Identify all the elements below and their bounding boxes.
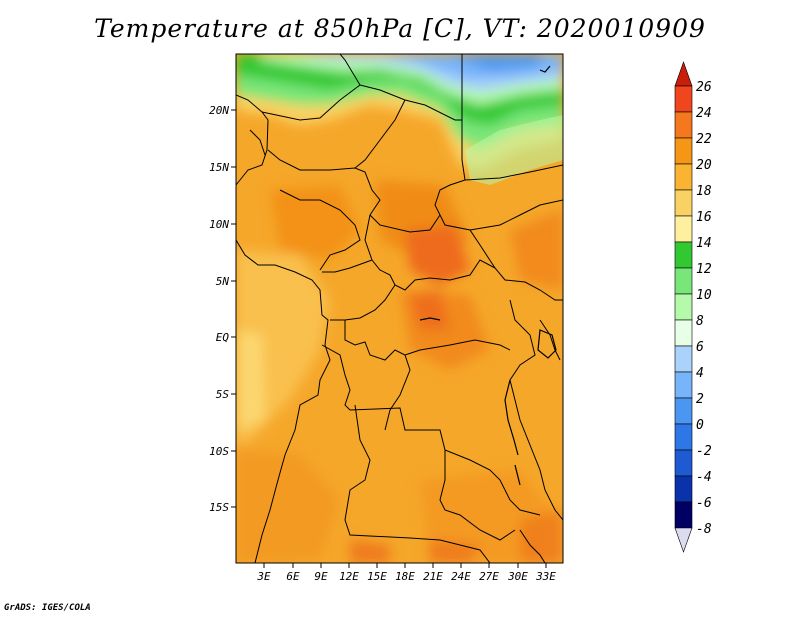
y-tick-label: 5S	[216, 388, 230, 401]
colorbar-label: 18	[696, 184, 712, 199]
colorbar-swatch	[674, 267, 693, 295]
x-tick-label: 24E	[451, 570, 471, 583]
colorbar-label: -2	[696, 444, 712, 459]
colorbar-swatch	[674, 293, 693, 321]
borders	[236, 54, 563, 563]
colorbar-label: 8	[696, 314, 704, 329]
colorbar-label: 12	[696, 262, 712, 277]
colorbar-label: 0	[696, 418, 704, 433]
colorbar-swatch	[674, 215, 693, 243]
y-axis: 20N 15N 10N 5N EQ 5S 10S 15S	[209, 104, 236, 514]
colorbar-swatch	[674, 241, 693, 269]
lakes	[419, 65, 557, 486]
y-tick-label: 15S	[209, 501, 229, 514]
credit-label: GrADS: IGES/COLA	[4, 603, 91, 613]
y-tick-label: 20N	[209, 104, 229, 117]
y-tick-label: 10S	[209, 445, 229, 458]
colorbar-swatch	[674, 189, 693, 217]
colorbar-swatch	[674, 111, 693, 139]
colorbar-swatch	[674, 319, 693, 347]
colorbar-label: 20	[696, 158, 712, 173]
x-tick-label: 6E	[286, 570, 300, 583]
colorbar-label: 6	[696, 340, 704, 355]
y-tick-label: 10N	[209, 218, 229, 231]
chart-title: Temperature at 850hPa [C], VT: 202001090…	[94, 14, 706, 43]
colorbar-label: 2	[696, 392, 704, 407]
colorbar-label: 26	[696, 80, 712, 95]
x-tick-label: 30E	[507, 570, 528, 583]
colorbar-label: 4	[696, 366, 704, 381]
x-tick-label: 3E	[256, 570, 271, 583]
colorbar-swatch	[674, 423, 693, 451]
colorbar-swatch	[674, 137, 693, 165]
colorbar-label: -6	[696, 496, 712, 511]
x-tick-label: 27E	[479, 570, 499, 583]
colorbar-swatch	[674, 345, 693, 373]
x-tick-label: 21E	[423, 570, 443, 583]
colorbar-swatch	[674, 501, 693, 529]
colorbar-swatch	[674, 397, 693, 425]
colorbar-swatch	[674, 163, 693, 191]
colorbar-swatch	[674, 449, 693, 477]
colorbar-swatch	[674, 371, 693, 399]
colorbar-label: 16	[696, 210, 712, 225]
colorbar-label: 24	[696, 106, 712, 121]
colorbar-label: 22	[696, 132, 712, 147]
x-tick-label: 18E	[395, 570, 415, 583]
y-tick-label: EQ	[216, 331, 230, 344]
x-tick-label: 15E	[367, 570, 387, 583]
map-frame	[235, 53, 564, 564]
y-tick-label: 5N	[216, 275, 230, 288]
x-tick-label: 33E	[535, 570, 556, 583]
colorbar-bottom-arrow	[674, 527, 693, 553]
x-axis: 3E 6E 9E 12E 15E 18E 21E 24E 27E 30E 33E	[256, 563, 556, 583]
colorbar-label: -4	[696, 470, 712, 485]
colorbar-label: 10	[696, 288, 712, 303]
colorbar-label: -8	[696, 522, 712, 537]
colorbar-top-arrow	[674, 61, 693, 87]
colorbar-swatch	[674, 85, 693, 113]
y-tick-label: 15N	[209, 161, 229, 174]
colorbar-swatch	[674, 475, 693, 503]
x-tick-label: 12E	[339, 570, 359, 583]
colorbar-label: 14	[696, 236, 712, 251]
x-tick-label: 9E	[314, 570, 328, 583]
temperature-field	[236, 54, 563, 563]
